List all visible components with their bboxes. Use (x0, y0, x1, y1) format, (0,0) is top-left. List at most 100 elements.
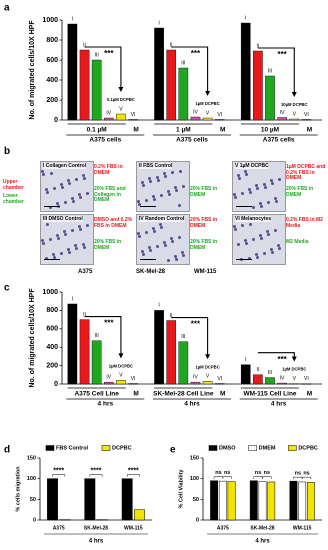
cell (75, 178, 78, 181)
cell (41, 239, 44, 242)
x-axis-label: 4 hrs (89, 539, 104, 545)
cell (248, 188, 251, 191)
bar (210, 480, 219, 521)
cell (157, 179, 160, 182)
bar-numeral: I (158, 20, 159, 26)
legend-swatch (248, 445, 257, 451)
bar-numeral: III (268, 68, 272, 74)
arrow-head (291, 92, 297, 97)
bar (91, 340, 102, 385)
cell (68, 182, 71, 185)
bar-numeral: III (95, 333, 99, 339)
bar-numeral: VI (131, 376, 136, 382)
cell (86, 224, 89, 227)
cell (263, 252, 266, 255)
y-tick-label: 800 (46, 307, 58, 314)
cell (170, 237, 173, 240)
y-tick-label: 0 (54, 117, 58, 124)
bar (289, 480, 298, 521)
group-label: 1 µM (176, 127, 191, 134)
cell (274, 197, 277, 200)
cell (181, 251, 184, 254)
cell (259, 234, 262, 237)
group-label: WM-115 Cell Line (243, 391, 296, 398)
panel-letter: b (4, 146, 11, 157)
cell (160, 194, 163, 197)
cell (270, 179, 273, 182)
cell (178, 236, 181, 239)
bar (240, 364, 251, 385)
significance: *** (104, 319, 114, 328)
x-axis-label: A375 cells (89, 137, 121, 144)
cell (171, 240, 174, 243)
legend-label: DMSO (219, 445, 236, 451)
cell (234, 196, 237, 199)
cell (82, 174, 85, 177)
cell (160, 226, 163, 229)
cell (233, 225, 236, 228)
y-tick-label: 600 (46, 326, 58, 333)
sig-bracket (126, 474, 140, 477)
cell (57, 237, 60, 240)
x-axis-label: 4 hrs (255, 539, 270, 545)
panel-letter: e (170, 445, 176, 456)
bar (289, 383, 300, 385)
bar-numeral: VI (131, 112, 136, 118)
upper-medium: DMSO and 0.2% FBS in DMEM (94, 217, 133, 229)
y-tick-label: 800 (46, 37, 58, 44)
image-title: I Collagen Control (43, 163, 87, 169)
y-tick-label: 400 (46, 344, 58, 351)
cell (277, 244, 280, 247)
significance: ns (215, 470, 221, 476)
x-axis-label: 4 hrs (271, 401, 287, 408)
cell (174, 255, 177, 258)
arrow-head (118, 353, 124, 359)
cell (141, 250, 144, 253)
bar-numeral: II (170, 313, 173, 319)
micrograph: II FBS Control (136, 161, 190, 212)
y-tick-label: 100 (190, 476, 199, 482)
significance: ns (224, 470, 230, 476)
cell (149, 180, 152, 183)
lower-medium: 20% FBS and Collagen in DMEM (94, 186, 126, 204)
bar-numeral: IV (193, 374, 198, 380)
bar (298, 481, 307, 521)
significance: **** (91, 468, 102, 475)
panel-letter: a (4, 3, 10, 14)
bar-numeral: III (181, 334, 185, 340)
sig-bracket (293, 476, 303, 480)
scale-bar (44, 206, 60, 207)
bar-numeral: I (72, 16, 73, 22)
sig-bracket (222, 476, 232, 479)
y-tick-label: 200 (46, 97, 58, 104)
bar (103, 117, 114, 121)
y-tick-label: 0 (196, 517, 199, 523)
bar-numeral: I (72, 296, 73, 302)
cell (45, 188, 48, 191)
group-label: 10 µM (261, 127, 279, 134)
significance: *** (277, 50, 287, 59)
bar (253, 50, 263, 121)
cell (164, 175, 167, 178)
cell (72, 200, 75, 203)
sig-bracket (52, 474, 66, 477)
arrow-head (205, 354, 211, 360)
bar (128, 383, 138, 385)
cell (249, 191, 252, 194)
legend-swatch (101, 445, 111, 451)
cell (237, 174, 240, 177)
bar-numeral: I (158, 303, 159, 309)
cell (245, 242, 248, 245)
cell (41, 170, 44, 173)
sublabel: M (133, 391, 138, 398)
cell (175, 189, 178, 192)
y-tick-label: 200 (46, 362, 58, 369)
arrow-head (205, 91, 211, 96)
significance: *** (191, 49, 201, 58)
image-title: V 1µM DCPBC (235, 163, 269, 169)
cell (78, 225, 81, 228)
panel-letter: d (4, 445, 10, 456)
cell (60, 183, 63, 186)
bar (265, 377, 275, 385)
